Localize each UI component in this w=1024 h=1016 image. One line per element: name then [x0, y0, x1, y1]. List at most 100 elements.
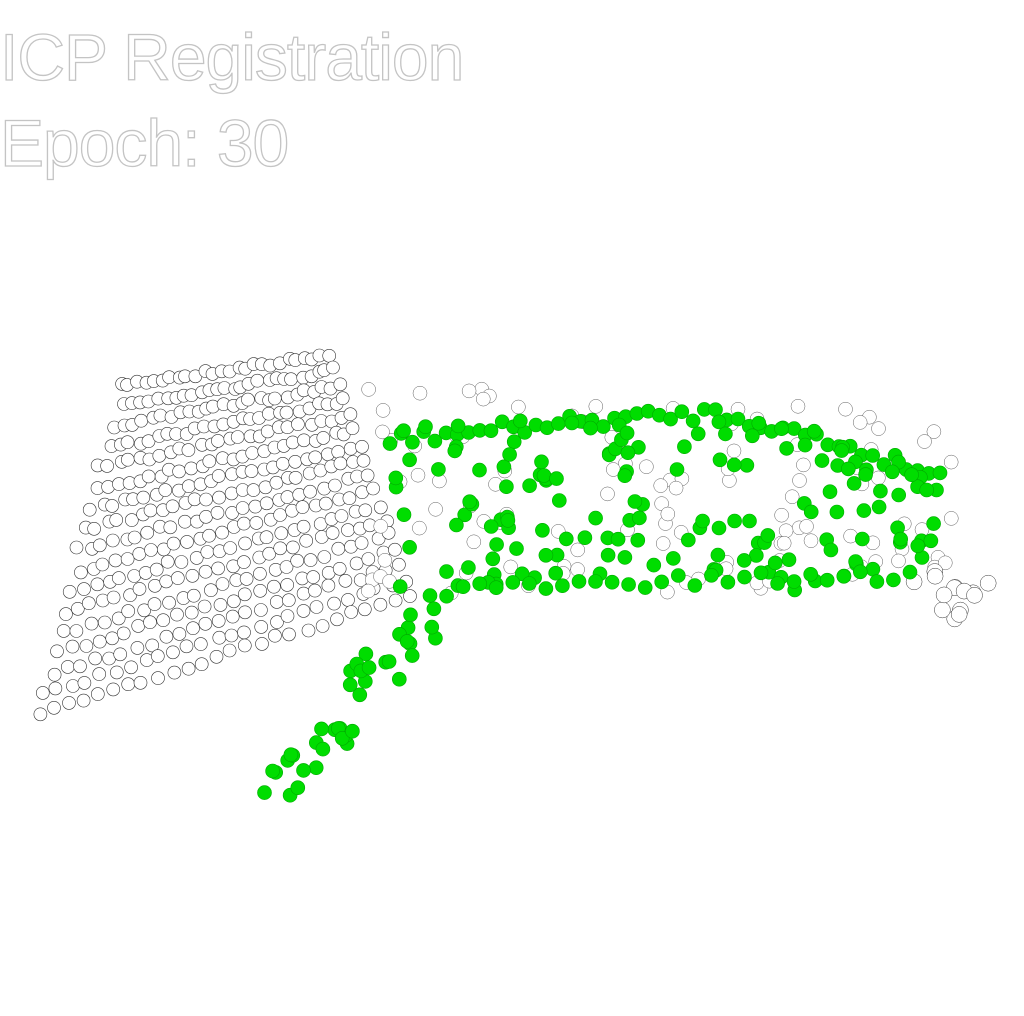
viewer-title: ICP Registration: [0, 20, 465, 94]
source-point: [806, 423, 822, 439]
target-point: [167, 665, 182, 680]
source-point: [779, 441, 794, 456]
target-point: [76, 693, 91, 708]
target-point: [356, 453, 371, 468]
target-point: [238, 536, 252, 551]
target-point: [979, 574, 997, 592]
source-point: [646, 557, 662, 573]
target-point: [284, 372, 298, 387]
target-point: [375, 424, 390, 440]
target-point: [74, 565, 88, 580]
source-point: [926, 516, 941, 531]
target-point: [281, 593, 296, 608]
target-point: [184, 461, 198, 476]
source-point: [726, 457, 742, 473]
target-point: [121, 677, 135, 692]
target-point: [110, 665, 124, 680]
target-point: [124, 660, 138, 675]
source-point: [919, 482, 935, 498]
target-point: [301, 623, 316, 638]
source-point: [871, 499, 887, 515]
source-point: [535, 522, 550, 538]
source-point: [315, 741, 331, 757]
target-point: [131, 619, 145, 633]
target-point: [328, 478, 342, 493]
source-point: [736, 553, 752, 568]
target-point: [279, 405, 294, 420]
target-point: [132, 582, 147, 596]
target-point: [106, 533, 120, 548]
target-point: [47, 700, 61, 715]
target-point: [349, 556, 364, 571]
source-point: [753, 565, 769, 581]
target-point: [227, 594, 241, 609]
target-point: [163, 520, 178, 535]
target-point: [341, 593, 355, 607]
target-point: [944, 454, 959, 470]
source-point: [457, 507, 473, 523]
target-point: [35, 686, 50, 700]
target-point: [204, 583, 218, 598]
target-point: [225, 609, 240, 624]
target-point: [143, 615, 157, 630]
target-point: [270, 615, 284, 629]
target-point: [726, 443, 742, 459]
source-point: [760, 528, 776, 543]
target-point: [656, 536, 671, 551]
target-point: [259, 496, 274, 511]
target-point: [785, 489, 800, 504]
target-point: [290, 553, 305, 568]
target-point: [871, 421, 886, 436]
source-point: [836, 568, 852, 584]
target-point: [926, 424, 942, 439]
target-point: [187, 492, 202, 507]
target-point: [280, 609, 295, 623]
source-point: [405, 434, 420, 450]
source-point: [521, 576, 537, 591]
target-point: [253, 583, 268, 598]
target-point: [944, 511, 959, 526]
target-point: [360, 468, 375, 483]
source-point: [708, 402, 723, 418]
target-point: [345, 421, 360, 436]
source-point: [774, 421, 789, 437]
target-point: [343, 441, 358, 456]
source-point: [711, 520, 727, 536]
source-point: [690, 426, 706, 442]
target-point: [803, 533, 819, 548]
source-point: [786, 574, 802, 589]
target-point: [373, 597, 388, 612]
target-point: [261, 406, 276, 421]
target-point: [134, 413, 148, 428]
target-point: [48, 681, 63, 696]
target-point: [178, 514, 192, 529]
target-point: [90, 577, 105, 592]
target-point: [121, 452, 135, 467]
target-point: [428, 502, 443, 517]
target-point: [151, 671, 165, 685]
target-point: [326, 360, 340, 375]
source-point: [388, 470, 404, 486]
target-point: [59, 607, 73, 621]
source-point: [588, 510, 603, 526]
source-point: [932, 465, 948, 481]
target-point: [296, 586, 311, 601]
source-point: [858, 467, 873, 482]
target-point: [105, 631, 119, 646]
target-point: [215, 525, 229, 540]
source-point: [361, 660, 377, 675]
source-point: [536, 468, 552, 483]
source-point: [489, 537, 504, 552]
source-point: [852, 564, 868, 580]
target-point: [189, 551, 204, 565]
target-point: [318, 496, 333, 511]
target-point: [838, 402, 853, 417]
target-point: [321, 578, 336, 593]
target-point: [774, 508, 789, 523]
target-point: [600, 486, 615, 502]
source-point: [483, 519, 499, 534]
target-point: [297, 433, 311, 448]
target-point: [871, 470, 886, 486]
target-point: [291, 417, 305, 432]
target-point: [335, 391, 350, 406]
